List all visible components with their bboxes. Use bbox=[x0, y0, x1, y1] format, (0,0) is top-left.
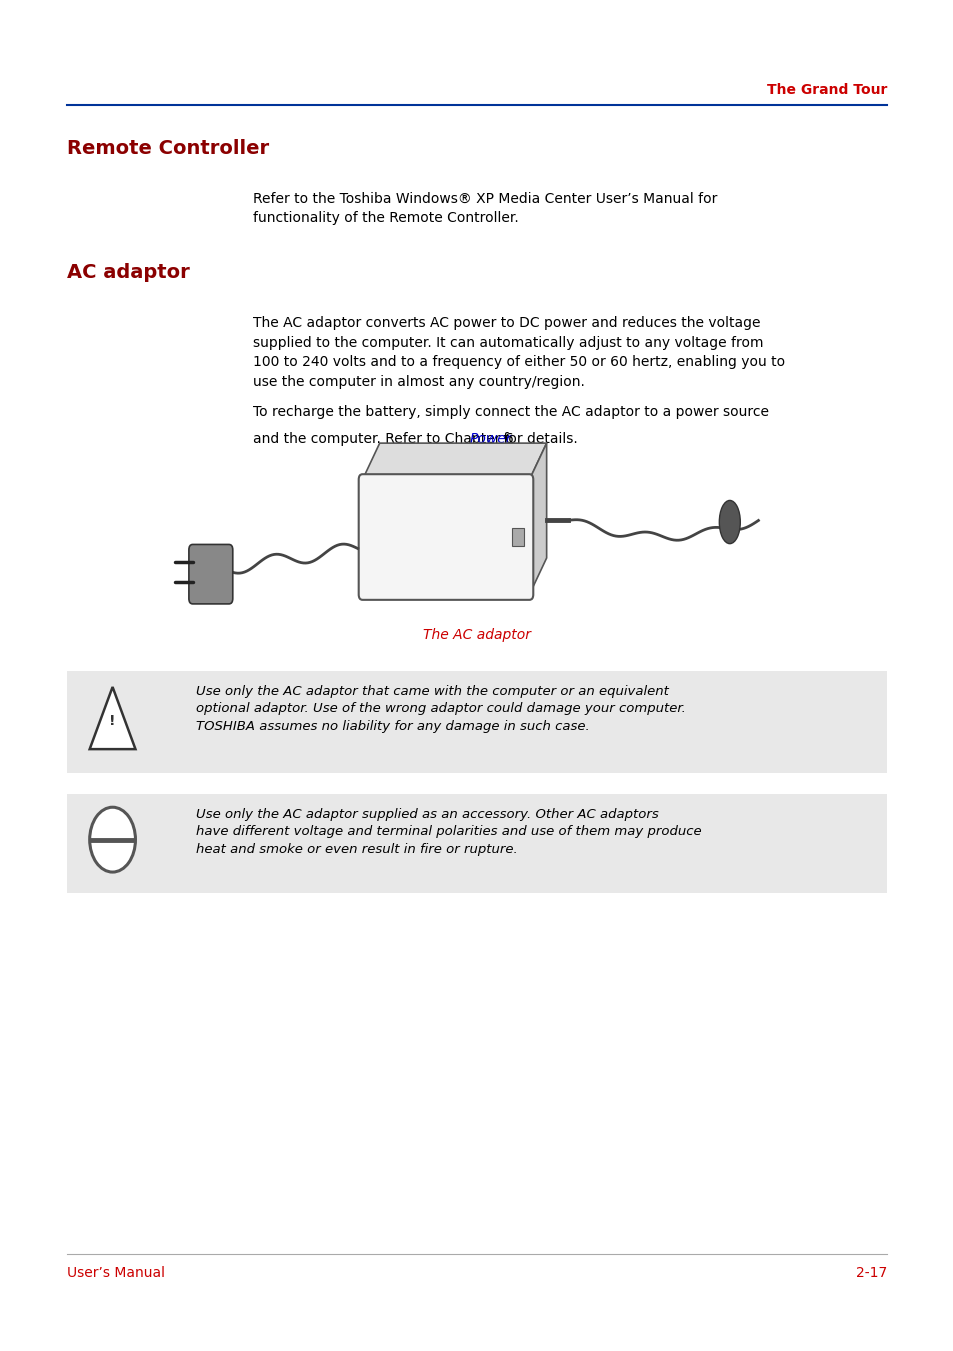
Text: !: ! bbox=[110, 713, 115, 728]
Text: The Grand Tour: The Grand Tour bbox=[766, 84, 886, 97]
Text: and the computer. Refer to Chapter 6: and the computer. Refer to Chapter 6 bbox=[253, 432, 517, 446]
Text: To recharge the battery, simply connect the AC adaptor to a power source: To recharge the battery, simply connect … bbox=[253, 405, 768, 419]
FancyBboxPatch shape bbox=[189, 544, 233, 604]
Bar bbox=[67, 794, 886, 893]
Polygon shape bbox=[90, 686, 135, 748]
Text: Use only the AC adaptor that came with the computer or an equivalent
optional ad: Use only the AC adaptor that came with t… bbox=[195, 685, 684, 734]
Text: 2-17: 2-17 bbox=[855, 1266, 886, 1279]
Bar bbox=[512, 527, 523, 546]
Polygon shape bbox=[362, 443, 546, 480]
Text: Power: Power bbox=[470, 432, 512, 446]
Text: Refer to the Toshiba Windows® XP Media Center User’s Manual for
functionality of: Refer to the Toshiba Windows® XP Media C… bbox=[253, 192, 717, 226]
Bar bbox=[67, 671, 886, 773]
Text: for details.: for details. bbox=[498, 432, 578, 446]
Text: The AC adaptor: The AC adaptor bbox=[422, 628, 531, 642]
Text: User’s Manual: User’s Manual bbox=[67, 1266, 165, 1279]
Ellipse shape bbox=[719, 500, 740, 543]
Text: AC adaptor: AC adaptor bbox=[67, 263, 190, 282]
FancyBboxPatch shape bbox=[358, 474, 533, 600]
Text: The AC adaptor converts AC power to DC power and reduces the voltage
supplied to: The AC adaptor converts AC power to DC p… bbox=[253, 316, 784, 389]
Text: Remote Controller: Remote Controller bbox=[67, 139, 269, 158]
Circle shape bbox=[90, 807, 135, 873]
Polygon shape bbox=[529, 443, 546, 594]
Text: Use only the AC adaptor supplied as an accessory. Other AC adaptors
have differe: Use only the AC adaptor supplied as an a… bbox=[195, 808, 700, 857]
